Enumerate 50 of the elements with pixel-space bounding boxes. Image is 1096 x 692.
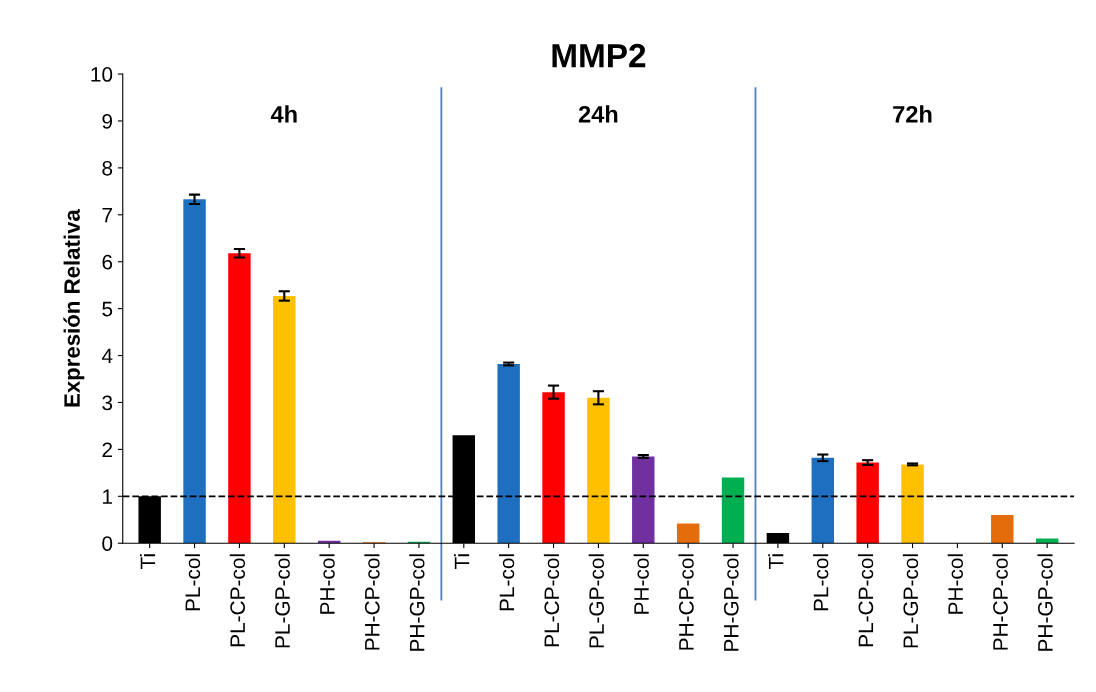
bar: [273, 295, 296, 544]
bar: [991, 515, 1014, 544]
bar: [901, 464, 924, 544]
y-tick-label: 2: [102, 442, 112, 457]
y-tick-label: 7: [102, 208, 112, 223]
bar: [497, 363, 520, 544]
chart-title: MMP2: [552, 43, 646, 68]
x-tick-label: PH-GP-col: [409, 554, 425, 651]
y-tick-label: 9: [102, 113, 113, 129]
x-tick-label: PL-CP-col: [543, 554, 560, 647]
x-tick-label: PH-CP-col: [992, 554, 1008, 650]
y-tick-label: 6: [102, 254, 113, 270]
x-tick-label: PL-col: [184, 554, 201, 611]
x-tick-label: PL-col: [498, 554, 515, 611]
x-tick-label: PH-col: [633, 554, 649, 614]
annotation: 24h: [578, 105, 618, 123]
x-tick-label: PH-CP-col: [678, 554, 694, 650]
x-tick-label: PL-CP-col: [229, 554, 246, 647]
x-tick-label: PL-GP-col: [588, 554, 605, 648]
x-tick-label: PL-col: [813, 554, 829, 611]
x-tick-label: PH-GP-col: [1037, 554, 1053, 651]
x-tick-label: PH-CP-col: [364, 554, 380, 650]
bar: [856, 462, 879, 544]
y-axis-title: Expresión Relativa: [63, 209, 85, 407]
y-tick-label: 0: [102, 536, 113, 551]
y-tick-label: 10: [91, 67, 113, 82]
y-tick-label: 8: [102, 160, 113, 176]
x-tick-label: Ti: [768, 554, 784, 570]
y-tick-label: 4: [101, 348, 113, 364]
y-tick-label: 3: [102, 395, 113, 411]
x-tick-label: Ti: [454, 554, 470, 570]
x-tick-label: Ti: [139, 554, 156, 570]
y-tick-label: 1: [103, 489, 113, 504]
x-tick-label: PH-GP-col: [723, 554, 739, 651]
x-tick-label: PL-GP-col: [902, 554, 919, 648]
bar: [676, 523, 700, 544]
bar: [228, 253, 251, 544]
bar: [632, 456, 655, 544]
annotation: 4h: [270, 105, 297, 123]
bar: [183, 199, 206, 544]
x-tick-label: PH-col: [947, 554, 963, 614]
bar: [587, 397, 610, 544]
y-tick-label: 5: [102, 301, 113, 317]
annotation: 72h: [893, 105, 932, 123]
bar: [721, 477, 745, 544]
bar: [811, 457, 834, 544]
x-tick-label: PL-CP-col: [857, 554, 874, 647]
x-tick-label: PH-col: [319, 554, 335, 614]
x-tick-label: PL-GP-col: [274, 554, 290, 648]
bar: [542, 392, 565, 544]
